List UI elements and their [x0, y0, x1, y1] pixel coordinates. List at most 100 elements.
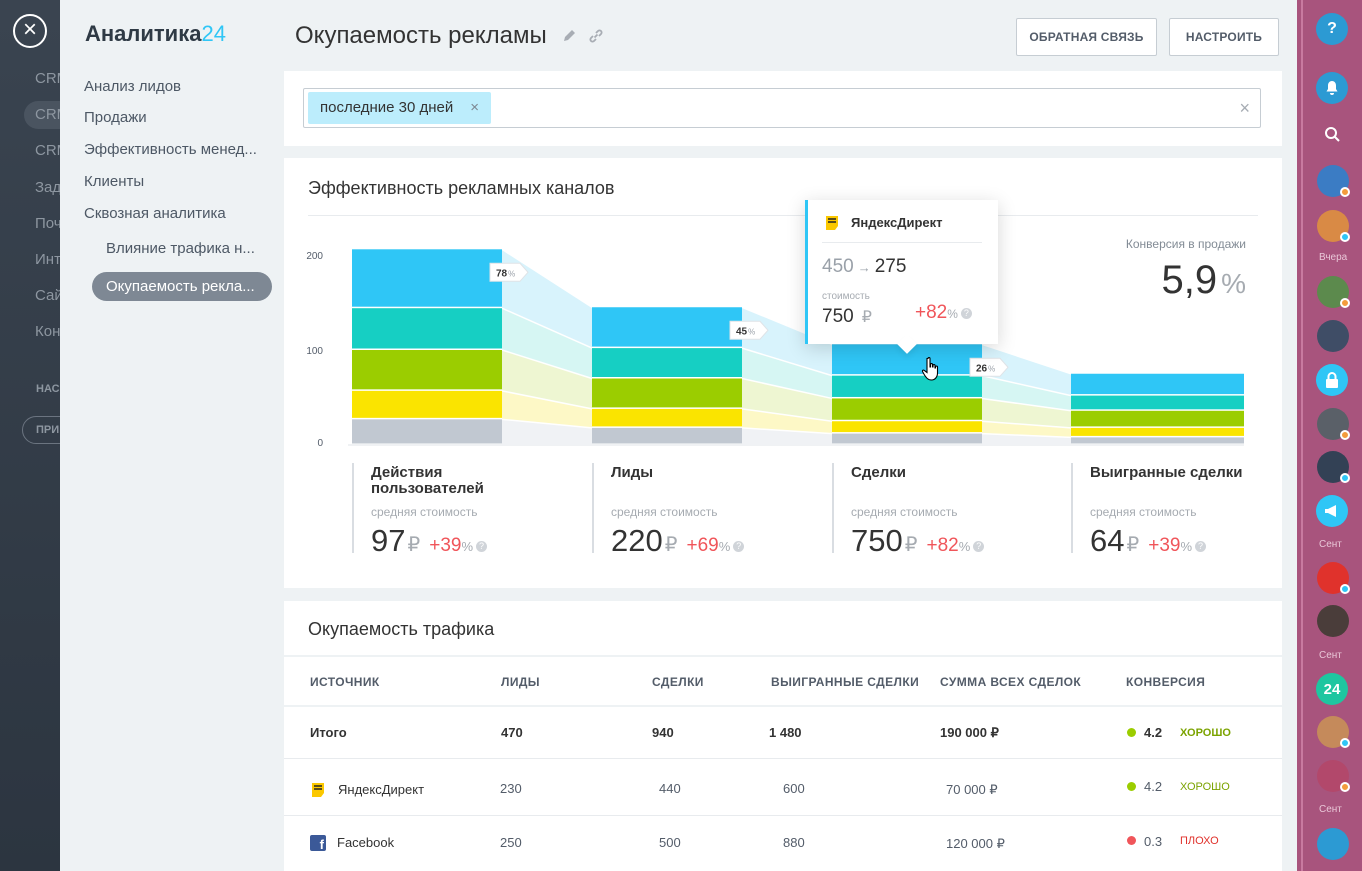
stat-name: Действия пользователей: [371, 464, 484, 497]
bar-segment: [832, 433, 982, 444]
stat-leads: Лиды средняя стоимость 220 ₽ +69%?: [592, 463, 792, 558]
status-dot: [1340, 473, 1350, 483]
help-icon[interactable]: ?: [960, 308, 972, 320]
transition-label-text: 78%: [496, 268, 515, 279]
table-cell: 250: [500, 835, 522, 850]
facebook-icon: f: [310, 835, 326, 851]
stat-delta: +39: [1148, 535, 1181, 556]
megaphone-icon[interactable]: [1316, 495, 1348, 527]
tooltip-delta-value: +82: [915, 302, 948, 323]
transition-label-bg: [969, 357, 1009, 377]
search-icon[interactable]: [1316, 118, 1348, 150]
col-deals[interactable]: СДЕЛКИ: [652, 675, 704, 689]
transition-label: 26%: [969, 357, 1009, 377]
col-conversion[interactable]: КОНВЕРСИЯ: [1126, 675, 1206, 689]
stat-pct: %: [461, 539, 474, 554]
status-dot: [1340, 298, 1350, 308]
bitrix24-icon[interactable]: 24: [1316, 673, 1348, 705]
tooltip-currency: ₽: [861, 309, 872, 326]
help-icon[interactable]: ?: [1195, 541, 1207, 553]
help-icon[interactable]: ?: [476, 541, 488, 553]
bar-segment: [592, 378, 742, 408]
table-row-source[interactable]: Facebook: [337, 835, 395, 850]
avatar[interactable]: [1317, 605, 1349, 637]
nav-item-managers[interactable]: Эффективность менед...: [84, 141, 257, 158]
col-source[interactable]: ИСТОЧНИК: [310, 675, 380, 689]
bell-icon[interactable]: [1316, 72, 1348, 104]
close-icon[interactable]: ×: [13, 14, 47, 48]
funnel-band-edge: [741, 377, 833, 400]
bar-segment: [352, 308, 502, 349]
bar-segment: [1071, 373, 1244, 395]
funnel-band-edge: [981, 374, 1072, 397]
filter-chip[interactable]: последние 30 дней ×: [308, 92, 491, 124]
help-icon[interactable]: ?: [973, 541, 985, 553]
nav-subitem-roi-selected[interactable]: Окупаемость рекла...: [92, 272, 272, 301]
separator: [284, 758, 1282, 759]
channels-title: Эффективность рекламных каналов: [308, 178, 615, 198]
yandex-direct-icon: [310, 782, 326, 803]
table-row-source[interactable]: ЯндексДирект: [338, 782, 425, 797]
filter-chip-label: последние 30 дней: [320, 99, 454, 116]
nav-subitem-traffic[interactable]: Влияние трафика н...: [106, 240, 255, 257]
nav-item-sales[interactable]: Продажи: [84, 109, 147, 126]
funnel-band-edge: [741, 408, 833, 422]
stat-delta: +82: [926, 535, 959, 556]
col-won-deals[interactable]: ВЫИГРАННЫЕ СДЕЛКИ: [771, 675, 920, 689]
tooltip-source: ЯндексДирект: [851, 215, 943, 230]
col-leads[interactable]: ЛИДЫ: [501, 675, 540, 689]
funnel-band-edge: [741, 347, 833, 377]
pencil-icon[interactable]: [562, 28, 578, 44]
bar-segment: [592, 408, 742, 427]
conversion-value: 5,9%: [1161, 258, 1246, 303]
filter-input[interactable]: последние 30 дней × ×: [303, 88, 1261, 128]
funnel-band: [742, 427, 832, 445]
feedback-button[interactable]: ОБРАТНАЯ СВЯЗЬ: [1016, 18, 1157, 56]
status-dot: [1340, 584, 1350, 594]
link-icon[interactable]: [588, 28, 604, 44]
tooltip-from: 450: [822, 256, 854, 277]
table-cell: 1 480: [769, 725, 802, 740]
rail-divider: [1301, 0, 1303, 871]
bar-segment: [592, 427, 742, 444]
help-icon[interactable]: ?: [1316, 13, 1348, 45]
right-rail: ? Вчера Сент Сент 24 Сент: [1297, 0, 1362, 871]
background-portal-left: CRM CRM CRM Зад Поч Инт Сай Кон НАС ПРИ: [0, 0, 60, 871]
avatar[interactable]: [1317, 320, 1349, 352]
app-title: Аналитика24: [85, 21, 226, 47]
stat-number: 750: [851, 523, 903, 558]
lock-icon[interactable]: [1316, 364, 1348, 396]
separator: [284, 815, 1282, 816]
bar-segment: [1071, 437, 1244, 444]
bar-segment: [832, 398, 982, 420]
avatar[interactable]: [1317, 828, 1349, 860]
clear-filter-icon[interactable]: ×: [1239, 98, 1250, 118]
status-dot: [1127, 836, 1136, 845]
stat-value: 750 ₽ +82%?: [851, 523, 1032, 559]
funnel-band: [742, 408, 832, 434]
nav-item-end-to-end[interactable]: Сквозная аналитика: [84, 205, 226, 222]
background-menu-item: Поч: [35, 215, 60, 232]
cursor-hand-icon: [922, 357, 939, 381]
chip-remove-icon[interactable]: ×: [470, 99, 479, 116]
help-icon[interactable]: ?: [733, 541, 745, 553]
tooltip-to: 275: [874, 256, 907, 277]
background-selected: [24, 101, 60, 129]
stat-won-deals: Выигранные сделки средняя стоимость 64 ₽ +…: [1071, 463, 1271, 558]
background-section-head: НАС: [36, 383, 60, 395]
traffic-title: Окупаемость трафика: [308, 619, 495, 639]
stat-name: Лиды: [611, 464, 654, 481]
configure-button[interactable]: НАСТРОИТЬ: [1169, 18, 1279, 56]
table-cell: 880: [783, 835, 805, 850]
col-sum[interactable]: СУММА ВСЕХ СДЕЛОК: [940, 675, 1082, 689]
transition-label-bg: [489, 262, 529, 282]
tooltip-flow: 450 → 275: [822, 256, 906, 278]
nav-item-clients[interactable]: Клиенты: [84, 173, 145, 190]
bar-segment: [592, 307, 742, 347]
background-menu-item: Сай: [35, 287, 60, 304]
bar-segment: [832, 421, 982, 433]
nav-item-leads[interactable]: Анализ лидов: [84, 78, 182, 95]
stat-actions: Действия пользователей средняя стоимость…: [352, 463, 552, 558]
tooltip-cost-value: 750: [822, 306, 854, 327]
bar-segment: [832, 375, 982, 397]
